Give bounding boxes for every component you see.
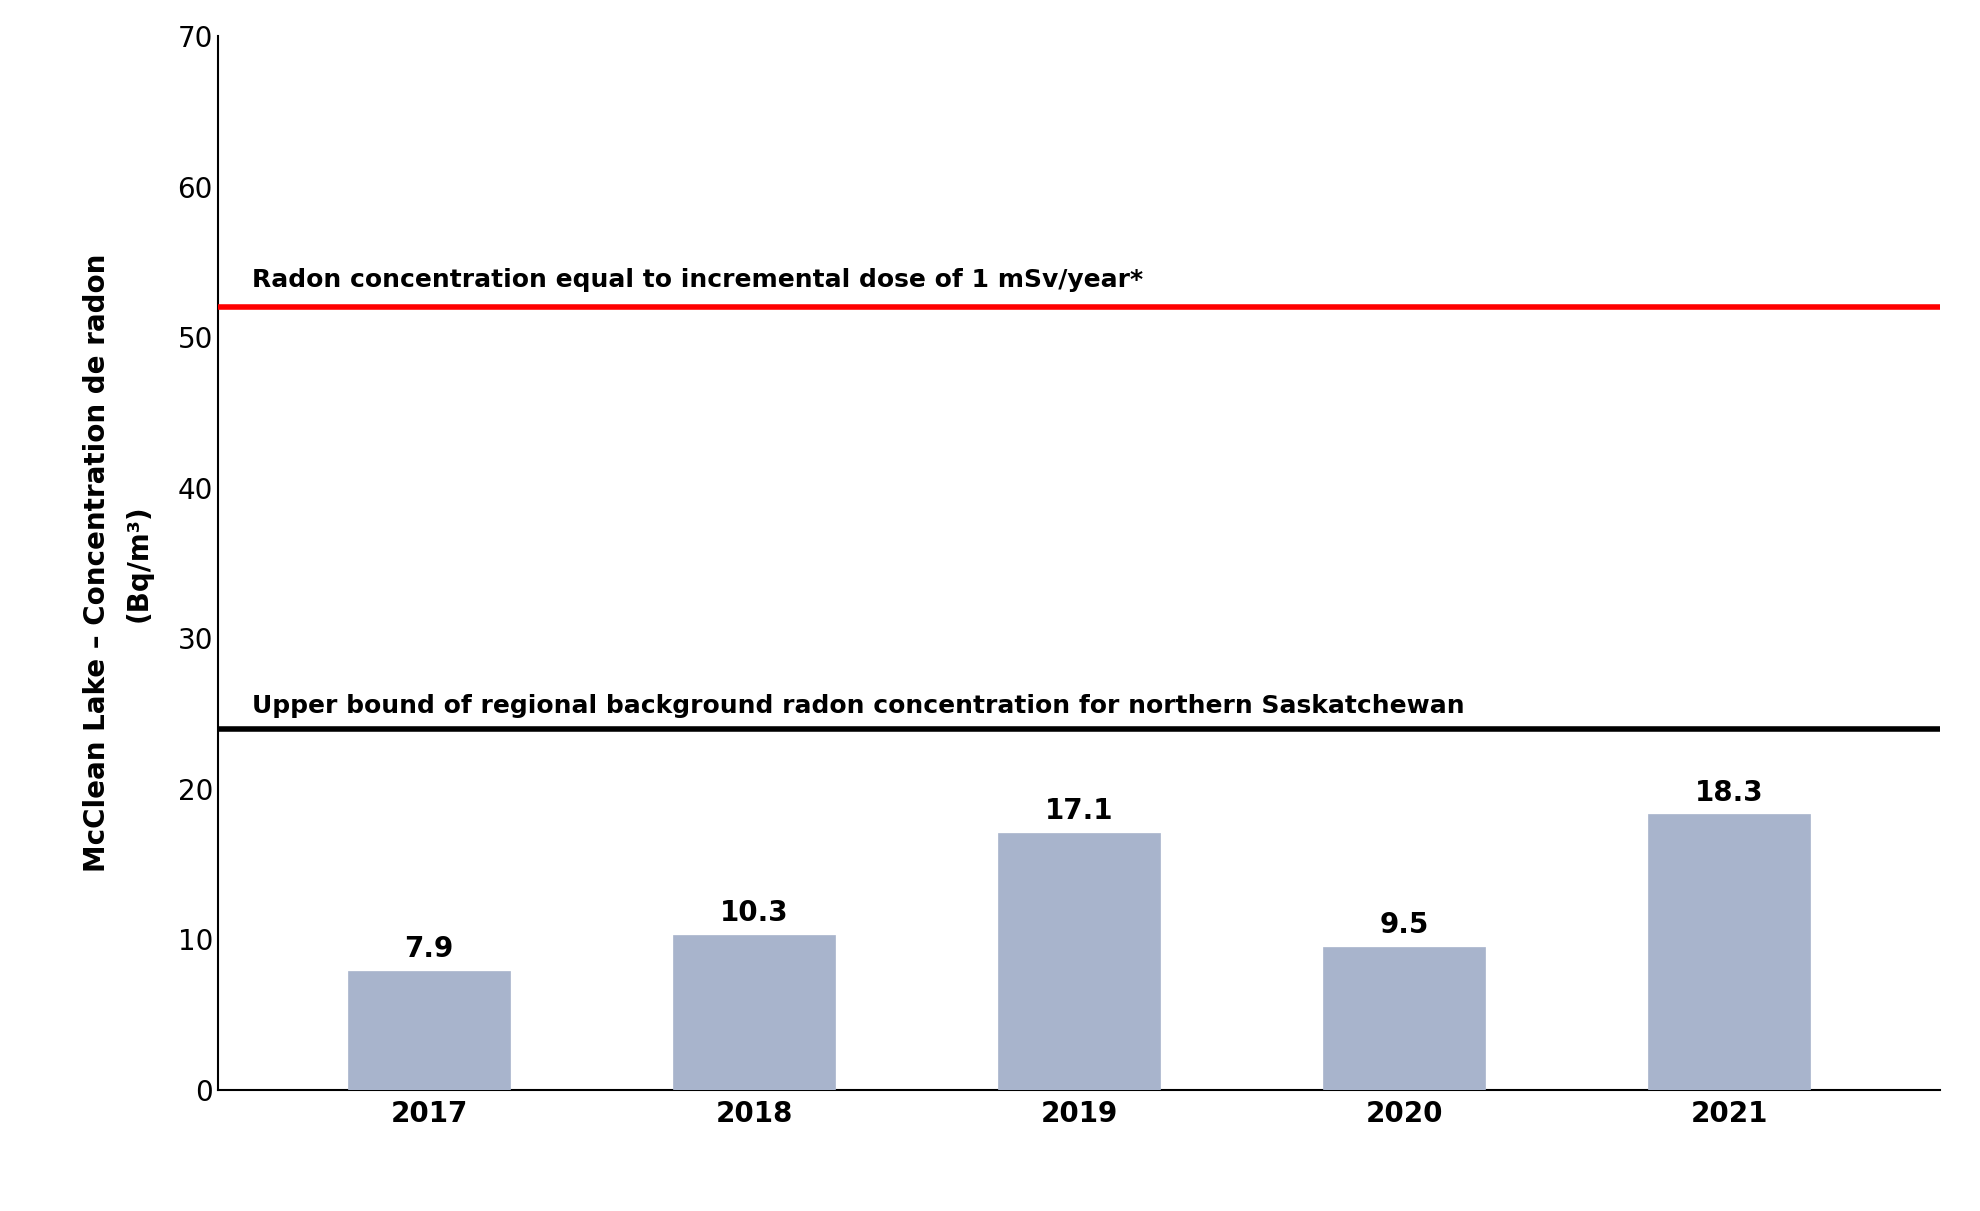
Y-axis label: McClean Lake – Concentration de radon
(Bq/m³): McClean Lake – Concentration de radon (B… xyxy=(83,254,152,872)
Bar xyxy=(998,832,1160,1090)
Bar xyxy=(1323,947,1485,1090)
Text: 17.1: 17.1 xyxy=(1045,797,1113,825)
Text: Upper bound of regional background radon concentration for northern Saskatchewan: Upper bound of regional background radon… xyxy=(251,694,1465,718)
Bar xyxy=(1647,815,1810,1090)
Text: 10.3: 10.3 xyxy=(721,900,788,928)
Bar xyxy=(673,935,836,1090)
Text: Radon concentration equal to incremental dose of 1 mSv/year*: Radon concentration equal to incremental… xyxy=(251,268,1142,292)
Text: 9.5: 9.5 xyxy=(1380,912,1430,940)
Text: 7.9: 7.9 xyxy=(404,935,453,964)
Text: 18.3: 18.3 xyxy=(1695,779,1764,807)
Bar xyxy=(348,971,511,1090)
